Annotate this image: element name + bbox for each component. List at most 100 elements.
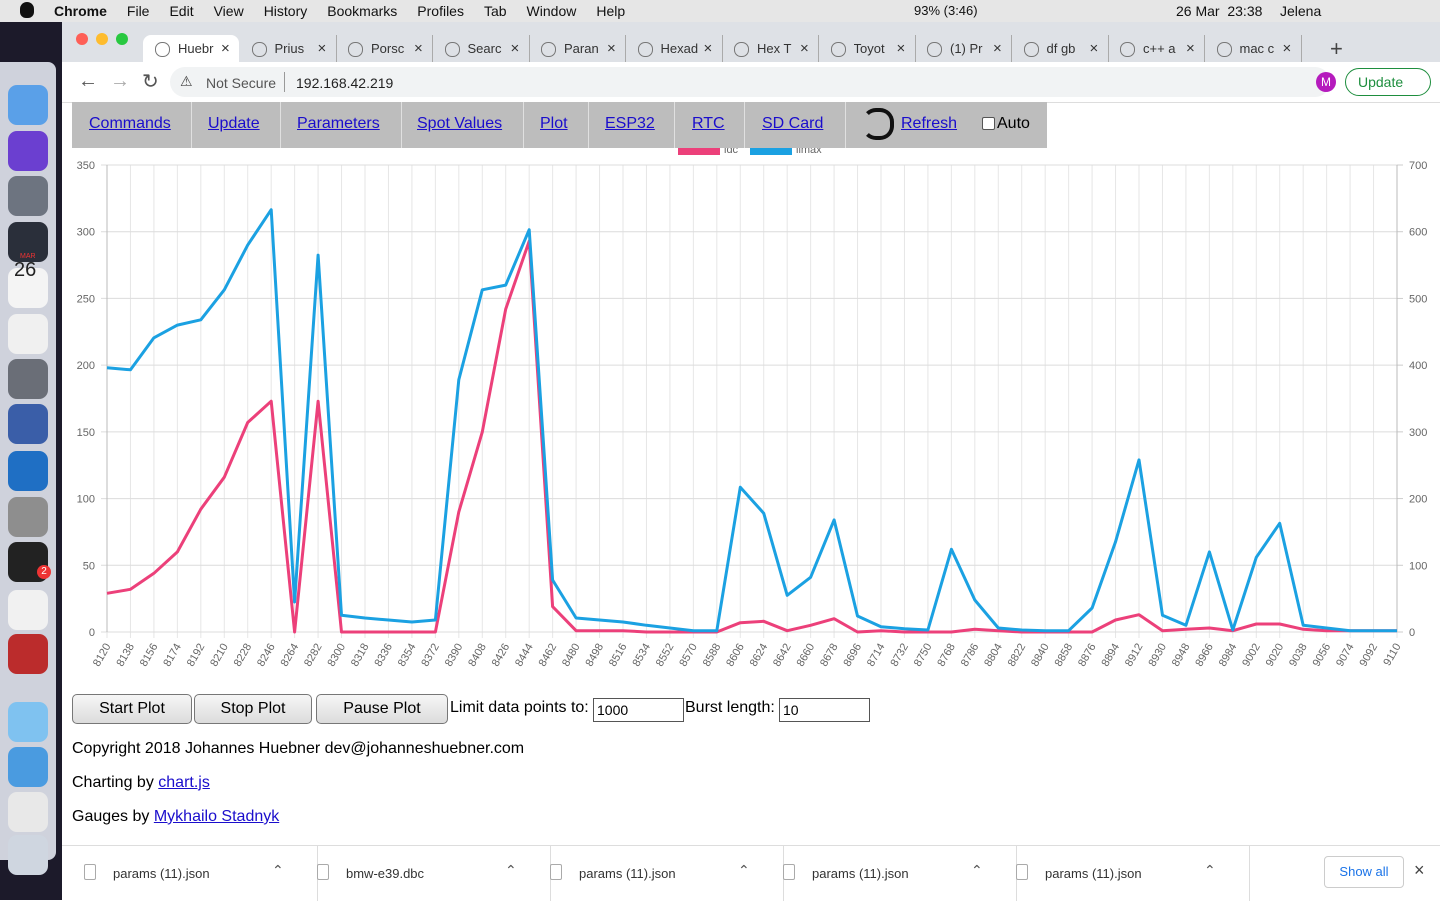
menu-item[interactable]: File (126, 3, 150, 19)
nav-link[interactable]: Parameters (297, 115, 380, 132)
link[interactable]: Mykhailo Stadnyk (153, 808, 280, 825)
dock-icon[interactable] (8, 792, 48, 832)
dock-icon[interactable] (8, 131, 48, 171)
x-tick-label: 8732 (888, 642, 911, 669)
tab[interactable]: Toyot × (819, 35, 916, 62)
plot-button[interactable]: Pause Plot (316, 694, 448, 724)
omnibox[interactable] (170, 67, 1330, 97)
nav-link[interactable]: RTC (692, 115, 725, 132)
new-tab[interactable]: + (1330, 36, 1343, 61)
nav-link[interactable]: Update (208, 115, 260, 132)
tab-close[interactable]: × (221, 40, 230, 57)
y2-tick-label: 400 (1409, 360, 1427, 372)
menu-item[interactable]: View (213, 3, 244, 19)
back-button[interactable]: ← (78, 70, 98, 92)
close-downloads[interactable]: × (1414, 860, 1425, 880)
nav-link[interactable]: Commands (89, 115, 171, 132)
file-menu[interactable]: ⌃ (505, 862, 517, 878)
dock-icon[interactable] (8, 85, 48, 125)
reload-button[interactable]: ↻ (142, 71, 159, 93)
menu-item[interactable]: Window (526, 3, 577, 19)
tab-close[interactable]: × (1089, 40, 1099, 57)
dock-icon[interactable] (8, 835, 48, 875)
menu-item[interactable]: History (263, 3, 308, 19)
file-menu[interactable]: ⌃ (1204, 862, 1216, 878)
tab-close[interactable]: × (607, 40, 616, 57)
tab[interactable]: Prius × (240, 35, 337, 62)
tab[interactable]: mac c × (1205, 35, 1302, 62)
menu-app[interactable]: Chrome (54, 3, 107, 19)
y-tick-label: 150 (77, 427, 95, 439)
x-tick-label: 8120 (91, 642, 114, 669)
dock-icon[interactable] (8, 176, 48, 216)
tab-close[interactable]: × (1186, 40, 1195, 57)
file-menu[interactable]: ⌃ (272, 862, 284, 878)
tab-close[interactable]: × (896, 40, 906, 57)
menu-item[interactable]: Edit (169, 3, 194, 19)
dock-icon[interactable] (8, 359, 48, 399)
refresh-link[interactable]: Refresh (901, 115, 958, 132)
show-all-button[interactable]: Show all (1324, 856, 1404, 888)
tab[interactable]: Porsc × (336, 35, 433, 62)
limit-input[interactable] (593, 698, 684, 722)
tab-close[interactable]: × (703, 40, 713, 57)
tab-close[interactable]: × (414, 40, 423, 57)
link[interactable]: chart.js (158, 774, 210, 791)
menu-item[interactable]: Help (596, 3, 626, 19)
download-item[interactable]: params (11).json ⌃ (1016, 846, 1250, 901)
tab[interactable]: Hexad × (626, 35, 723, 62)
tab[interactable]: (1) Pr × (915, 35, 1012, 62)
tab[interactable]: df gb × (1012, 35, 1109, 62)
tab-close[interactable]: × (993, 40, 1002, 57)
burst-input[interactable] (779, 698, 870, 722)
nav-link[interactable]: ESP32 (605, 115, 655, 132)
file-menu[interactable]: ⌃ (971, 862, 983, 878)
x-tick-label: 8264 (279, 642, 302, 669)
minimize-window[interactable] (96, 33, 108, 45)
dock-icon[interactable] (8, 404, 48, 444)
x-tick-label: 8642 (771, 642, 794, 669)
dock-icon[interactable] (8, 590, 48, 630)
x-tick-label: 8156 (138, 642, 161, 669)
dock-icon[interactable] (8, 314, 48, 354)
dock-icon[interactable] (8, 497, 48, 537)
x-tick-label: 8804 (982, 642, 1005, 669)
tab-close[interactable]: × (1282, 40, 1292, 57)
url[interactable]: 192.168.42.219 (296, 75, 394, 91)
menu-item[interactable]: Bookmarks (327, 3, 398, 19)
forward-button[interactable]: → (110, 70, 130, 92)
refresh-icon[interactable] (862, 108, 894, 140)
security-label: Not Secure (206, 75, 277, 91)
nav-link[interactable]: SD Card (762, 115, 824, 132)
plot-button[interactable]: Stop Plot (194, 694, 312, 724)
file-menu[interactable]: ⌃ (738, 862, 750, 878)
tab-close[interactable]: × (800, 40, 809, 57)
zoom-window[interactable] (116, 33, 128, 45)
nav-link[interactable]: Spot Values (417, 115, 503, 132)
dock-icon[interactable] (8, 702, 48, 742)
tab[interactable]: Searc × (433, 35, 530, 62)
menu-item[interactable]: Profiles (417, 3, 464, 19)
dock-icon[interactable] (8, 747, 48, 787)
tab[interactable]: c++ a × (1108, 35, 1205, 62)
dock-icon[interactable] (8, 451, 48, 491)
menu-item[interactable]: Tab (483, 3, 507, 19)
dock-icon[interactable] (8, 634, 48, 674)
tab[interactable]: Paran × (529, 35, 626, 62)
tab[interactable]: Hex T × (722, 35, 819, 62)
close-window[interactable] (76, 33, 88, 45)
profile-avatar[interactable]: M (1316, 72, 1336, 92)
active-tab[interactable]: Huebr × (143, 35, 239, 62)
series-line (106, 208, 1397, 633)
x-tick-label: 9056 (1311, 642, 1334, 669)
plot-button[interactable]: Start Plot (72, 694, 192, 724)
dock-icon[interactable] (8, 268, 48, 308)
tab-close[interactable]: × (317, 40, 327, 57)
dock-icon[interactable] (8, 222, 48, 262)
x-tick-label: 8300 (326, 642, 349, 669)
tab-close[interactable]: × (510, 40, 520, 57)
update-button[interactable]: Update (1345, 68, 1431, 96)
nav-link[interactable]: Plot (540, 115, 568, 132)
auto-checkbox[interactable] (982, 117, 995, 130)
apple-menu[interactable] (20, 2, 34, 18)
